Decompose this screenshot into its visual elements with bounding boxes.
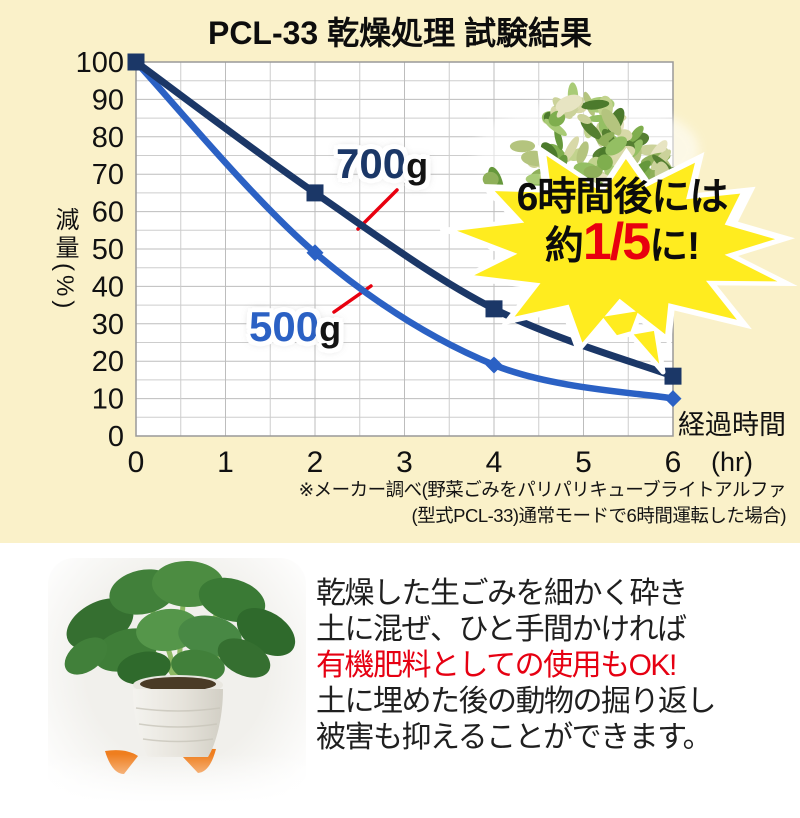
series-line-700g [132,58,677,380]
potted-plant-image [48,558,306,803]
y-axis-ticks: 0 10 20 30 40 50 60 70 80 90 100 [76,47,124,453]
chart-footnote: ※メーカー調べ(野菜ごみをパリパリキューブライトアルファ (型式PCL-33)通… [298,477,787,529]
footnote-line2: (型式PCL-33)通常モードで6時間運転した場合) [411,505,787,526]
x-axis-title: 経過時間 (hr) [674,407,790,481]
series-line-500g [132,58,677,402]
chart-panel: 0 10 20 30 40 50 60 70 80 90 100 0 1 2 3 4 5 6 PCL-33 乾燥処… [0,0,800,543]
y-tick: 90 [92,84,124,116]
badge-line2-suffix: に! [649,225,700,268]
x-tick: 6 [665,446,682,479]
description-line: 土に埋めた後の動物の掘り返し [316,685,717,718]
series-500g-unit: g [319,308,342,349]
description-line: 有機肥料としての使用もOK! [316,649,677,682]
y-tick: 20 [92,346,124,378]
series-700g-value: 700 [336,140,407,187]
burst-star [457,155,778,343]
chart-title: PCL-33 乾燥処理 試験結果 [207,15,593,51]
y-tick: 80 [92,122,124,154]
x-tick: 1 [217,446,234,479]
y-tick: 50 [92,234,124,266]
series-label-700g: 700g [336,140,428,188]
y-tick: 10 [92,384,124,416]
badge-line1: 6時間後には [516,176,729,219]
badge-text: 6時間後には 約1/5に! [440,176,800,269]
plant-leaves [64,560,296,685]
series-markers-700g [127,53,682,385]
series-label-500g: 500g [249,303,341,351]
series-700g-unit: g [406,145,429,186]
y-tick: 60 [92,197,124,229]
x-axis-title-text: 経過時間 [678,410,786,440]
y-axis-title: 減量(%) [51,207,78,313]
x-axis-ticks: 0 1 2 3 4 5 6 [128,446,682,479]
description-line: 土に混ぜ、ひと手間かければ [316,613,687,646]
pot-ridges [135,707,221,743]
y-tick: 0 [108,421,124,453]
pot-body [133,689,223,757]
series-500g-value: 500 [249,303,320,350]
starburst-icon [435,144,798,375]
x-tick: 5 [575,446,592,479]
y-tick: 30 [92,309,124,341]
x-tick: 2 [307,446,324,479]
result-badge: 6時間後には 約1/5に! [435,128,800,390]
badge-line2-prefix: 約 [544,225,584,268]
y-tick: 100 [76,47,124,79]
potted-plant-icon [48,560,306,803]
badge-line2: 約1/5に! [440,216,800,269]
x-tick: 3 [396,446,413,479]
photo-fade [48,754,306,803]
description-panel: 乾燥した生ごみを細かく砕き 土に混ぜ、ひと手間かければ 有機肥料としての使用もOK!… [0,543,800,818]
description-line: 乾燥した生ごみを細かく砕き [316,577,688,610]
description-line: 被害も抑えることができます。 [316,721,713,754]
badge-fraction: 1/5 [582,213,651,271]
footnote-line1: ※メーカー調べ(野菜ごみをパリパリキューブライトアルファ [298,479,787,500]
x-tick: 4 [486,446,503,479]
y-tick: 70 [92,159,124,191]
x-tick: 0 [128,446,145,479]
pot-soil [140,677,216,691]
description-text: 乾燥した生ごみを細かく砕き 土に混ぜ、ひと手間かければ 有機肥料としての使用もOK!… [316,576,717,756]
y-tick: 40 [92,271,124,303]
x-axis-title-unit: (hr) [711,447,753,477]
